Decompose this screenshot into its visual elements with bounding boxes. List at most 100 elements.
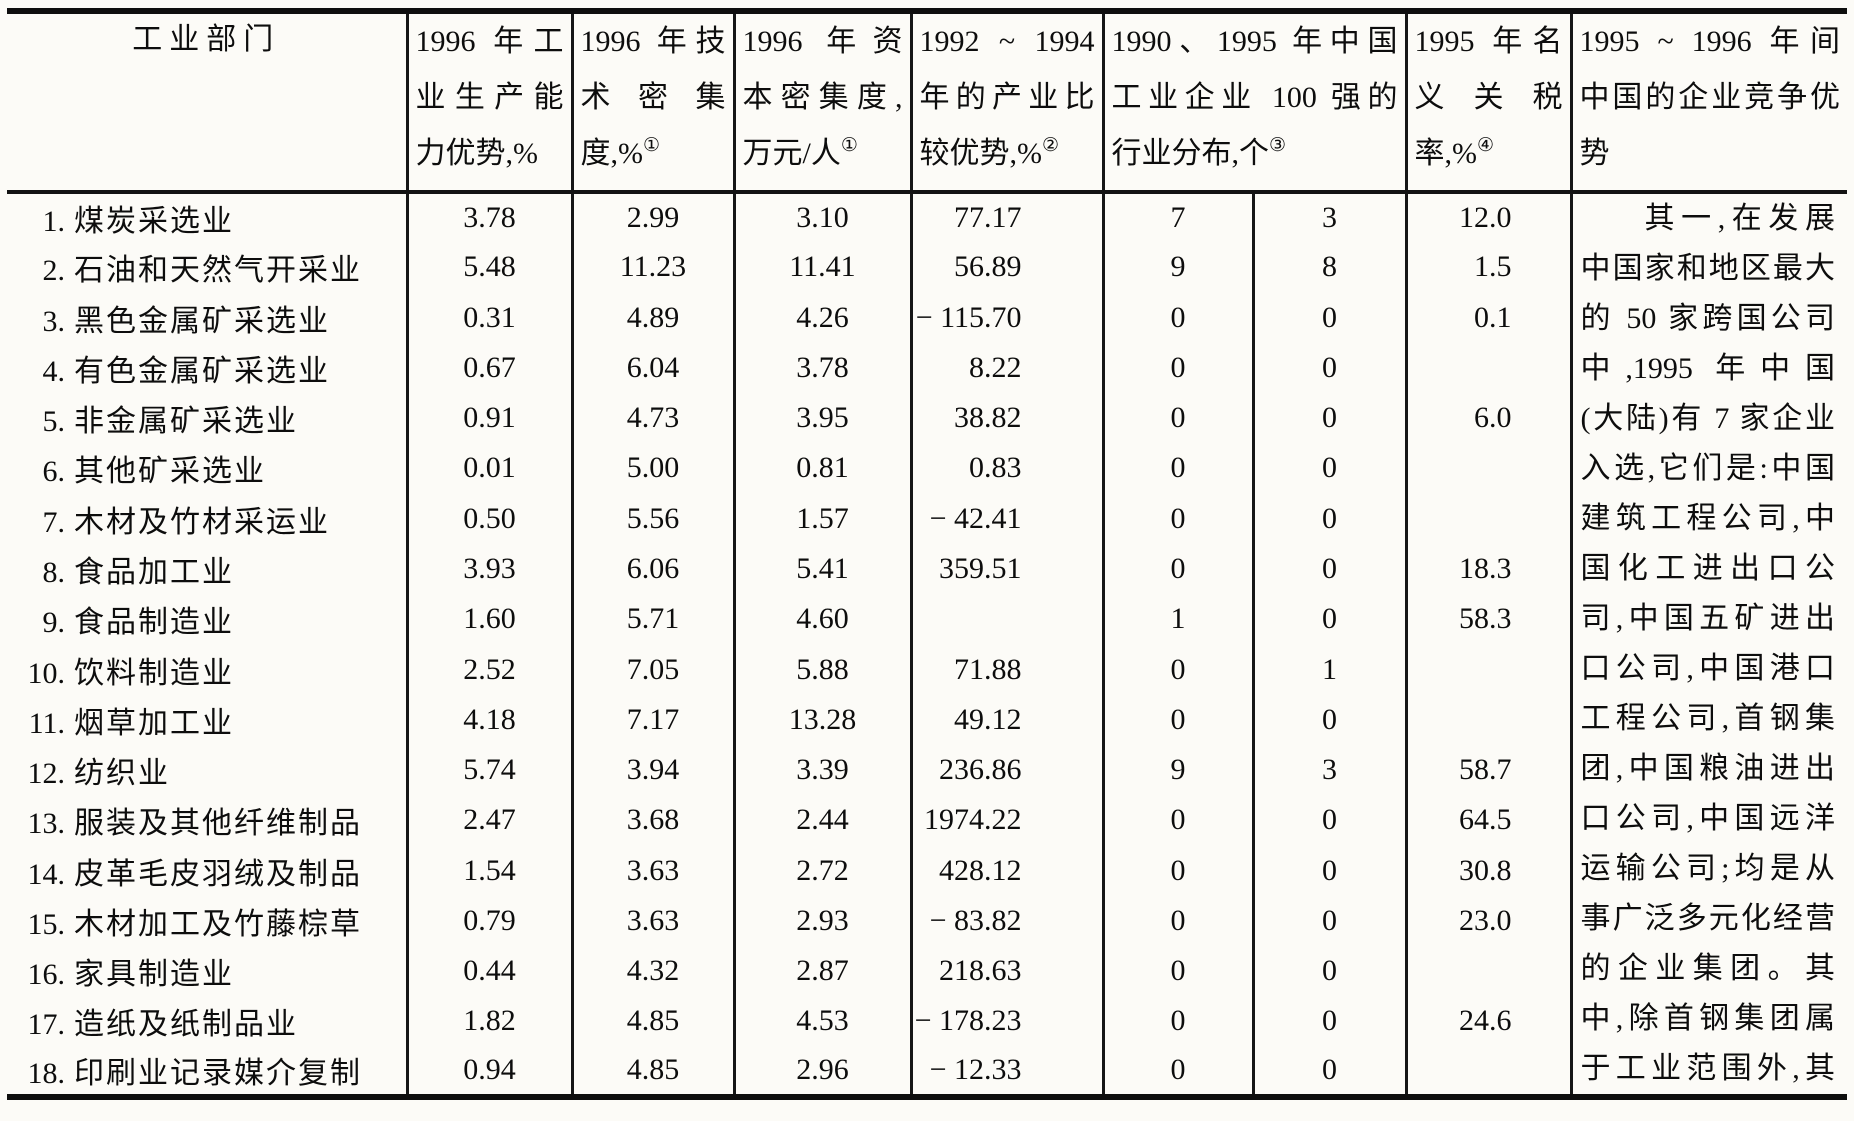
cell-comparative: 359.51 bbox=[909, 543, 1103, 595]
cell-capital: 2.72 bbox=[732, 845, 911, 896]
cell-top100-1995: 0 bbox=[1251, 292, 1406, 343]
cell-sector: 8. 食品加工业 bbox=[42, 555, 234, 589]
cell-comparative: 77.17 bbox=[909, 192, 1103, 243]
column-header-top100: 1990、1995 年中国 工业企业 100 强的 行业分布,个③ bbox=[1101, 11, 1406, 194]
column-header-capacity: 1996 年工 业生产能 力优势,% bbox=[405, 11, 572, 194]
table-row: 16. 家具制造业 0.44 4.32 2.87 218.63 0 0 bbox=[7, 945, 1847, 997]
cell-sector: 9. 食品制造业 bbox=[42, 606, 234, 640]
cell-tech: 11.23 bbox=[570, 242, 734, 293]
cell-top100-1995: 0 bbox=[1251, 543, 1406, 595]
table-row: 2. 石油和天然气开采业 5.48 11.23 11.41 56.89 9 8 1… bbox=[7, 242, 1847, 293]
footnote-ref-4: ④ bbox=[1477, 135, 1495, 156]
table-row: 9. 食品制造业 1.60 5.71 4.60 1 0 58.3 bbox=[7, 594, 1847, 645]
header-label: 工业部门 bbox=[132, 23, 281, 56]
cell-capital: 3.39 bbox=[732, 744, 911, 796]
cell-top100-1995: 0 bbox=[1251, 945, 1406, 997]
cell-sector: 6. 其他矿采选业 bbox=[42, 455, 266, 489]
cell-comparative: 1974.22 bbox=[909, 795, 1103, 846]
table-row: 10. 饮料制造业 2.52 7.05 5.88 71.88 0 1 bbox=[7, 644, 1847, 695]
cell-tech: 4.89 bbox=[570, 292, 734, 343]
column-header-sector: 工业部门 bbox=[7, 11, 407, 194]
cell-sector: 13. 服装及其他纤维制品 bbox=[27, 807, 362, 841]
cell-top100-1990: 1 bbox=[1101, 594, 1253, 645]
note-line: 于工业范围外,其 bbox=[1580, 1052, 1836, 1085]
column-header-comparative-advantage: 1992 ~ 1994 年的产业比 较优势,%② bbox=[909, 11, 1103, 194]
cell-comparative: 8.22 bbox=[909, 342, 1103, 394]
cell-capacity: 0.31 bbox=[405, 292, 572, 343]
cell-sector: 10. 饮料制造业 bbox=[27, 656, 234, 690]
cell-capacity: 2.47 bbox=[405, 795, 572, 846]
cell-sector: 14. 皮革毛皮羽绒及制品 bbox=[27, 857, 362, 891]
table-row: 4. 有色金属矿采选业 0.67 6.04 3.78 8.22 0 0 bbox=[7, 342, 1847, 394]
cell-top100-1990: 0 bbox=[1101, 393, 1253, 444]
cell-comparative: 56.89 bbox=[909, 242, 1103, 293]
table-row: 14. 皮革毛皮羽绒及制品 1.54 3.63 2.72 428.12 0 0 3… bbox=[7, 845, 1847, 896]
cell-capacity: 5.74 bbox=[405, 744, 572, 796]
cell-top100-1990: 9 bbox=[1101, 744, 1253, 796]
cell-comparative: 428.12 bbox=[909, 845, 1103, 896]
cell-capital: 2.93 bbox=[732, 895, 911, 946]
cell-top100-1990: 0 bbox=[1101, 795, 1253, 846]
cell-comparative: − 83.82 bbox=[909, 895, 1103, 946]
cell-top100-1995: 0 bbox=[1251, 795, 1406, 846]
cell-tech: 4.73 bbox=[570, 393, 734, 444]
cell-capital: 5.88 bbox=[732, 644, 911, 695]
cell-tech: 5.00 bbox=[570, 443, 734, 494]
cell-top100-1995: 0 bbox=[1251, 895, 1406, 946]
cell-tariff bbox=[1404, 443, 1571, 494]
cell-comparative: − 42.41 bbox=[909, 493, 1103, 544]
cell-top100-1990: 0 bbox=[1101, 945, 1253, 997]
cell-sector: 17. 造纸及纸制品业 bbox=[27, 1008, 298, 1042]
competitive-advantage-note: 其一,在发展 中国家和地区最大 的 50 家跨国公司 中,1995 年中国 (大… bbox=[1569, 192, 1847, 1097]
table-row: 3. 黑色金属矿采选业 0.31 4.89 4.26 − 115.70 0 0 0… bbox=[7, 292, 1847, 343]
cell-sector: 12. 纺织业 bbox=[27, 757, 170, 791]
column-header-tariff: 1995 年名 义关税 率,%④ bbox=[1404, 11, 1571, 194]
note-line: 事广泛多元化经营 bbox=[1580, 902, 1836, 935]
cell-capacity: 3.78 bbox=[405, 192, 572, 243]
cell-capacity: 1.82 bbox=[405, 996, 572, 1047]
cell-capital: 11.41 bbox=[732, 242, 911, 293]
cell-tech: 3.63 bbox=[570, 895, 734, 946]
cell-top100-1995: 3 bbox=[1251, 744, 1406, 796]
cell-top100-1990: 0 bbox=[1101, 895, 1253, 946]
cell-sector: 15. 木材加工及竹藤棕草 bbox=[27, 907, 362, 941]
column-header-competitive-advantage: 1995 ~ 1996 年间 中国的企业竞争优 势 bbox=[1569, 11, 1847, 194]
cell-capacity: 0.91 bbox=[405, 393, 572, 444]
note-line: 团,中国粮油进出 bbox=[1580, 752, 1836, 785]
cell-sector: 7. 木材及竹材采运业 bbox=[42, 505, 330, 539]
table-row: 11. 烟草加工业 4.18 7.17 13.28 49.12 0 0 bbox=[7, 694, 1847, 745]
note-line: 中国家和地区最大 bbox=[1580, 252, 1836, 285]
cell-tech: 3.63 bbox=[570, 845, 734, 896]
cell-top100-1995: 0 bbox=[1251, 1046, 1406, 1097]
note-line: 的企业集团。其 bbox=[1580, 952, 1836, 985]
cell-capital: 0.81 bbox=[732, 443, 911, 494]
cell-tariff: 23.0 bbox=[1404, 895, 1571, 946]
cell-comparative: 0.83 bbox=[909, 443, 1103, 494]
cell-top100-1990: 0 bbox=[1101, 845, 1253, 896]
cell-top100-1995: 0 bbox=[1251, 393, 1406, 444]
cell-capacity: 0.44 bbox=[405, 945, 572, 997]
cell-sector: 2. 石油和天然气开采业 bbox=[42, 254, 362, 288]
cell-comparative bbox=[909, 594, 1103, 645]
note-line: 国化工进出口公 bbox=[1580, 552, 1836, 585]
note-line: 建筑工程公司,中 bbox=[1580, 502, 1836, 535]
cell-tariff: 12.0 bbox=[1404, 192, 1571, 243]
cell-comparative: − 115.70 bbox=[909, 292, 1103, 343]
cell-top100-1990: 0 bbox=[1101, 342, 1253, 394]
cell-top100-1990: 0 bbox=[1101, 1046, 1253, 1097]
note-line: (大陆)有 7 家企业 bbox=[1580, 402, 1836, 435]
cell-comparative: 49.12 bbox=[909, 694, 1103, 745]
note-line: 口公司,中国港口 bbox=[1580, 652, 1836, 685]
cell-top100-1995: 0 bbox=[1251, 845, 1406, 896]
cell-capital: 3.95 bbox=[732, 393, 911, 444]
cell-capacity: 0.79 bbox=[405, 895, 572, 946]
cell-capital: 4.26 bbox=[732, 292, 911, 343]
cell-tech: 5.56 bbox=[570, 493, 734, 544]
cell-top100-1995: 0 bbox=[1251, 342, 1406, 394]
cell-tariff bbox=[1404, 694, 1571, 745]
cell-top100-1990: 7 bbox=[1101, 192, 1253, 243]
cell-top100-1995: 1 bbox=[1251, 644, 1406, 695]
note-line: 口公司,中国远洋 bbox=[1580, 802, 1836, 835]
cell-top100-1990: 0 bbox=[1101, 543, 1253, 595]
table-row: 15. 木材加工及竹藤棕草 0.79 3.63 2.93 − 83.82 0 0 … bbox=[7, 895, 1847, 946]
